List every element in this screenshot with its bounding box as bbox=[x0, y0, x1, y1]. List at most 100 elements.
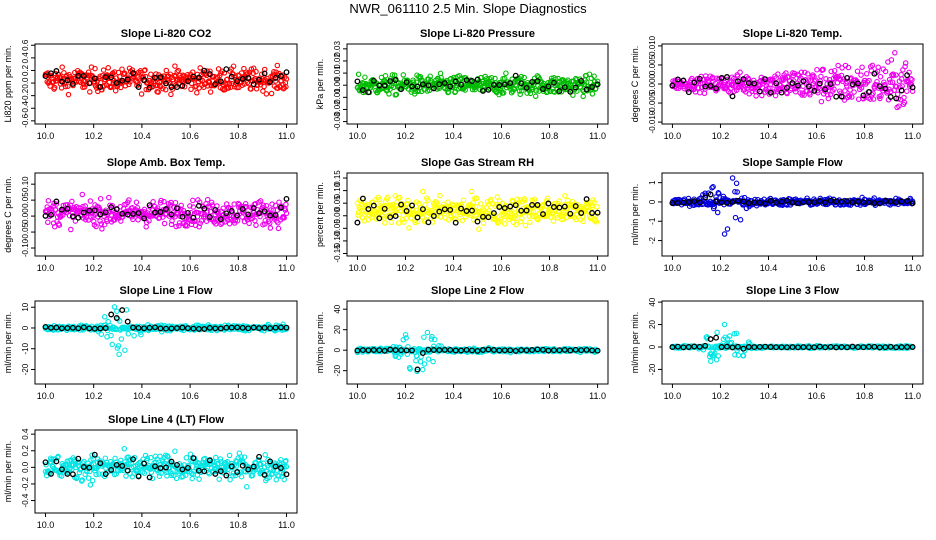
y-tick-label: -20 bbox=[333, 364, 342, 376]
data-point bbox=[130, 216, 136, 223]
data-point bbox=[204, 196, 211, 203]
panel-title: Slope Sample Flow bbox=[742, 157, 843, 169]
data-point bbox=[437, 214, 444, 220]
x-tick-label: 10.4 bbox=[133, 131, 151, 141]
reference-point bbox=[48, 470, 54, 477]
reference-point bbox=[256, 76, 263, 83]
data-point bbox=[714, 329, 720, 336]
data-point bbox=[430, 358, 436, 365]
x-tick-label: 10.6 bbox=[493, 131, 511, 141]
data-point bbox=[562, 193, 568, 199]
reference-point bbox=[179, 213, 186, 220]
data-point bbox=[429, 207, 435, 214]
reference-point bbox=[223, 324, 230, 331]
data-point bbox=[893, 72, 899, 78]
reference-point bbox=[398, 86, 405, 93]
reference-point bbox=[876, 200, 883, 207]
reference-point bbox=[550, 347, 557, 354]
data-point bbox=[368, 214, 374, 221]
reference-point bbox=[800, 199, 807, 206]
reference-point bbox=[583, 346, 590, 353]
reference-point bbox=[458, 347, 465, 354]
data-point bbox=[902, 60, 909, 66]
data-point bbox=[213, 454, 219, 461]
reference-point bbox=[414, 83, 421, 90]
reference-point bbox=[217, 325, 224, 332]
y-tick-label: 0.15 bbox=[333, 170, 342, 186]
data-point bbox=[172, 448, 178, 454]
data-point bbox=[420, 188, 426, 195]
data-point bbox=[158, 470, 164, 476]
data-point bbox=[111, 304, 118, 310]
reference-point bbox=[578, 77, 585, 84]
data-point bbox=[141, 470, 148, 476]
data-point bbox=[869, 62, 876, 69]
data-point bbox=[712, 350, 718, 356]
reference-point bbox=[811, 87, 818, 94]
reference-point bbox=[141, 215, 148, 222]
y-tick-label: 0.10 bbox=[333, 182, 342, 198]
data-point bbox=[382, 73, 389, 79]
reference-point bbox=[669, 82, 676, 89]
data-point bbox=[190, 197, 196, 204]
reference-point bbox=[556, 204, 563, 211]
data-point bbox=[870, 96, 877, 102]
data-point bbox=[729, 175, 736, 181]
reference-point bbox=[245, 466, 252, 473]
data-point bbox=[106, 194, 112, 201]
reference-point bbox=[97, 84, 104, 90]
reference-point bbox=[838, 93, 845, 100]
reference-point bbox=[53, 458, 60, 465]
data-point bbox=[518, 73, 525, 80]
data-point bbox=[213, 221, 219, 227]
data-point bbox=[893, 84, 900, 90]
data-point bbox=[97, 218, 103, 224]
data-point bbox=[146, 218, 152, 224]
data-point bbox=[820, 66, 826, 73]
data-point bbox=[739, 81, 746, 88]
data-point bbox=[818, 73, 824, 80]
data-point bbox=[275, 219, 281, 226]
x-tick-label: 10.2 bbox=[85, 131, 103, 141]
reference-point bbox=[42, 73, 49, 80]
data-point bbox=[216, 476, 222, 482]
data-point bbox=[591, 73, 597, 79]
reference-point bbox=[359, 347, 366, 354]
y-tick-label: 0.10 bbox=[21, 176, 30, 192]
reference-point bbox=[108, 204, 115, 211]
data-point bbox=[144, 455, 151, 462]
reference-point bbox=[436, 208, 443, 215]
reference-point bbox=[550, 204, 557, 210]
reference-point bbox=[578, 210, 585, 216]
data-point bbox=[726, 333, 733, 339]
data-point bbox=[397, 194, 403, 201]
reference-point bbox=[217, 216, 224, 223]
reference-point bbox=[119, 210, 126, 217]
reference-point bbox=[398, 201, 405, 208]
reference-point bbox=[91, 451, 98, 458]
data-point bbox=[386, 91, 392, 97]
data-point bbox=[272, 78, 279, 84]
x-tick-label: 10.2 bbox=[397, 131, 415, 141]
data-point bbox=[400, 72, 407, 78]
panel-amb-box-temp: Slope Amb. Box Temp.degrees C per min.10… bbox=[3, 157, 298, 273]
reference-point bbox=[146, 84, 153, 91]
data-point bbox=[58, 473, 65, 479]
reference-point bbox=[496, 82, 503, 88]
data-point bbox=[708, 201, 715, 207]
data-point bbox=[887, 79, 893, 86]
x-tick-label: 11.0 bbox=[904, 263, 921, 273]
data-point bbox=[388, 219, 395, 226]
data-point bbox=[204, 209, 210, 215]
data-point bbox=[425, 356, 432, 362]
reference-point bbox=[534, 78, 541, 85]
data-point bbox=[589, 91, 596, 97]
x-tick-label: 10.4 bbox=[133, 263, 151, 273]
reference-point bbox=[816, 80, 823, 87]
data-point bbox=[79, 191, 86, 198]
data-point bbox=[526, 213, 533, 219]
reference-point bbox=[239, 206, 246, 212]
data-point bbox=[901, 94, 907, 101]
data-point bbox=[108, 84, 115, 90]
x-tick-label: 11.0 bbox=[278, 520, 295, 530]
